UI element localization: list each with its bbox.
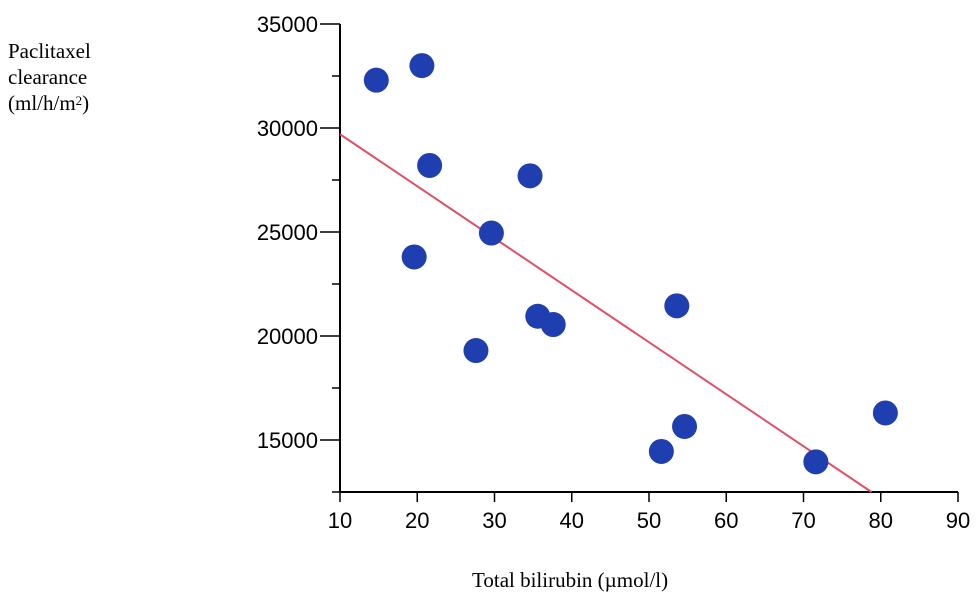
x-axis-label: Total bilirubin (µmol/l) xyxy=(472,568,669,592)
chart-axes xyxy=(339,24,958,493)
y-axis-unit-open: (ml/h/m xyxy=(8,91,76,115)
x-tick-label: 80 xyxy=(869,508,893,533)
y-tick-label: 30000 xyxy=(257,116,318,141)
x-tick-label: 60 xyxy=(714,508,738,533)
data-point xyxy=(463,338,489,364)
y-tick-label: 15000 xyxy=(257,428,318,453)
y-axis-label-line-2: clearance xyxy=(8,65,88,89)
regression-line-layer xyxy=(339,133,873,493)
x-tick-label: 90 xyxy=(946,508,970,533)
x-tick-label: 30 xyxy=(482,508,506,533)
chart-ticks: 10 20 30 40 50 60 70 80 90 15000 20000 25000 30000 35… xyxy=(257,12,970,533)
data-point xyxy=(517,163,543,189)
x-tick-label: 70 xyxy=(791,508,815,533)
y-axis-unit-sup: 2 xyxy=(75,93,83,108)
data-point xyxy=(401,244,427,270)
data-point xyxy=(648,438,674,464)
data-points-layer xyxy=(363,53,898,475)
y-tick-label: 20000 xyxy=(257,324,318,349)
x-tick-label: 20 xyxy=(405,508,429,533)
x-tick-label: 10 xyxy=(328,508,352,533)
data-point xyxy=(363,67,389,93)
y-axis-label: Paclitaxel clearance (ml/h/m2) xyxy=(8,38,91,116)
y-axis-unit-close: ) xyxy=(82,91,90,115)
data-point xyxy=(540,312,566,338)
y-tick-label: 35000 xyxy=(257,12,318,37)
data-point xyxy=(672,413,698,439)
data-point xyxy=(664,293,690,319)
y-axis-label-unit: (ml/h/m2) xyxy=(8,90,91,116)
y-axis-label-line-1: Paclitaxel xyxy=(8,39,91,63)
data-point xyxy=(409,53,435,79)
y-tick-label: 25000 xyxy=(257,220,318,245)
data-point xyxy=(803,449,829,475)
data-point xyxy=(872,400,898,426)
data-point xyxy=(417,152,443,178)
regression-line xyxy=(339,133,873,493)
x-tick-label: 50 xyxy=(637,508,661,533)
x-tick-label: 40 xyxy=(560,508,584,533)
data-point xyxy=(478,220,504,246)
